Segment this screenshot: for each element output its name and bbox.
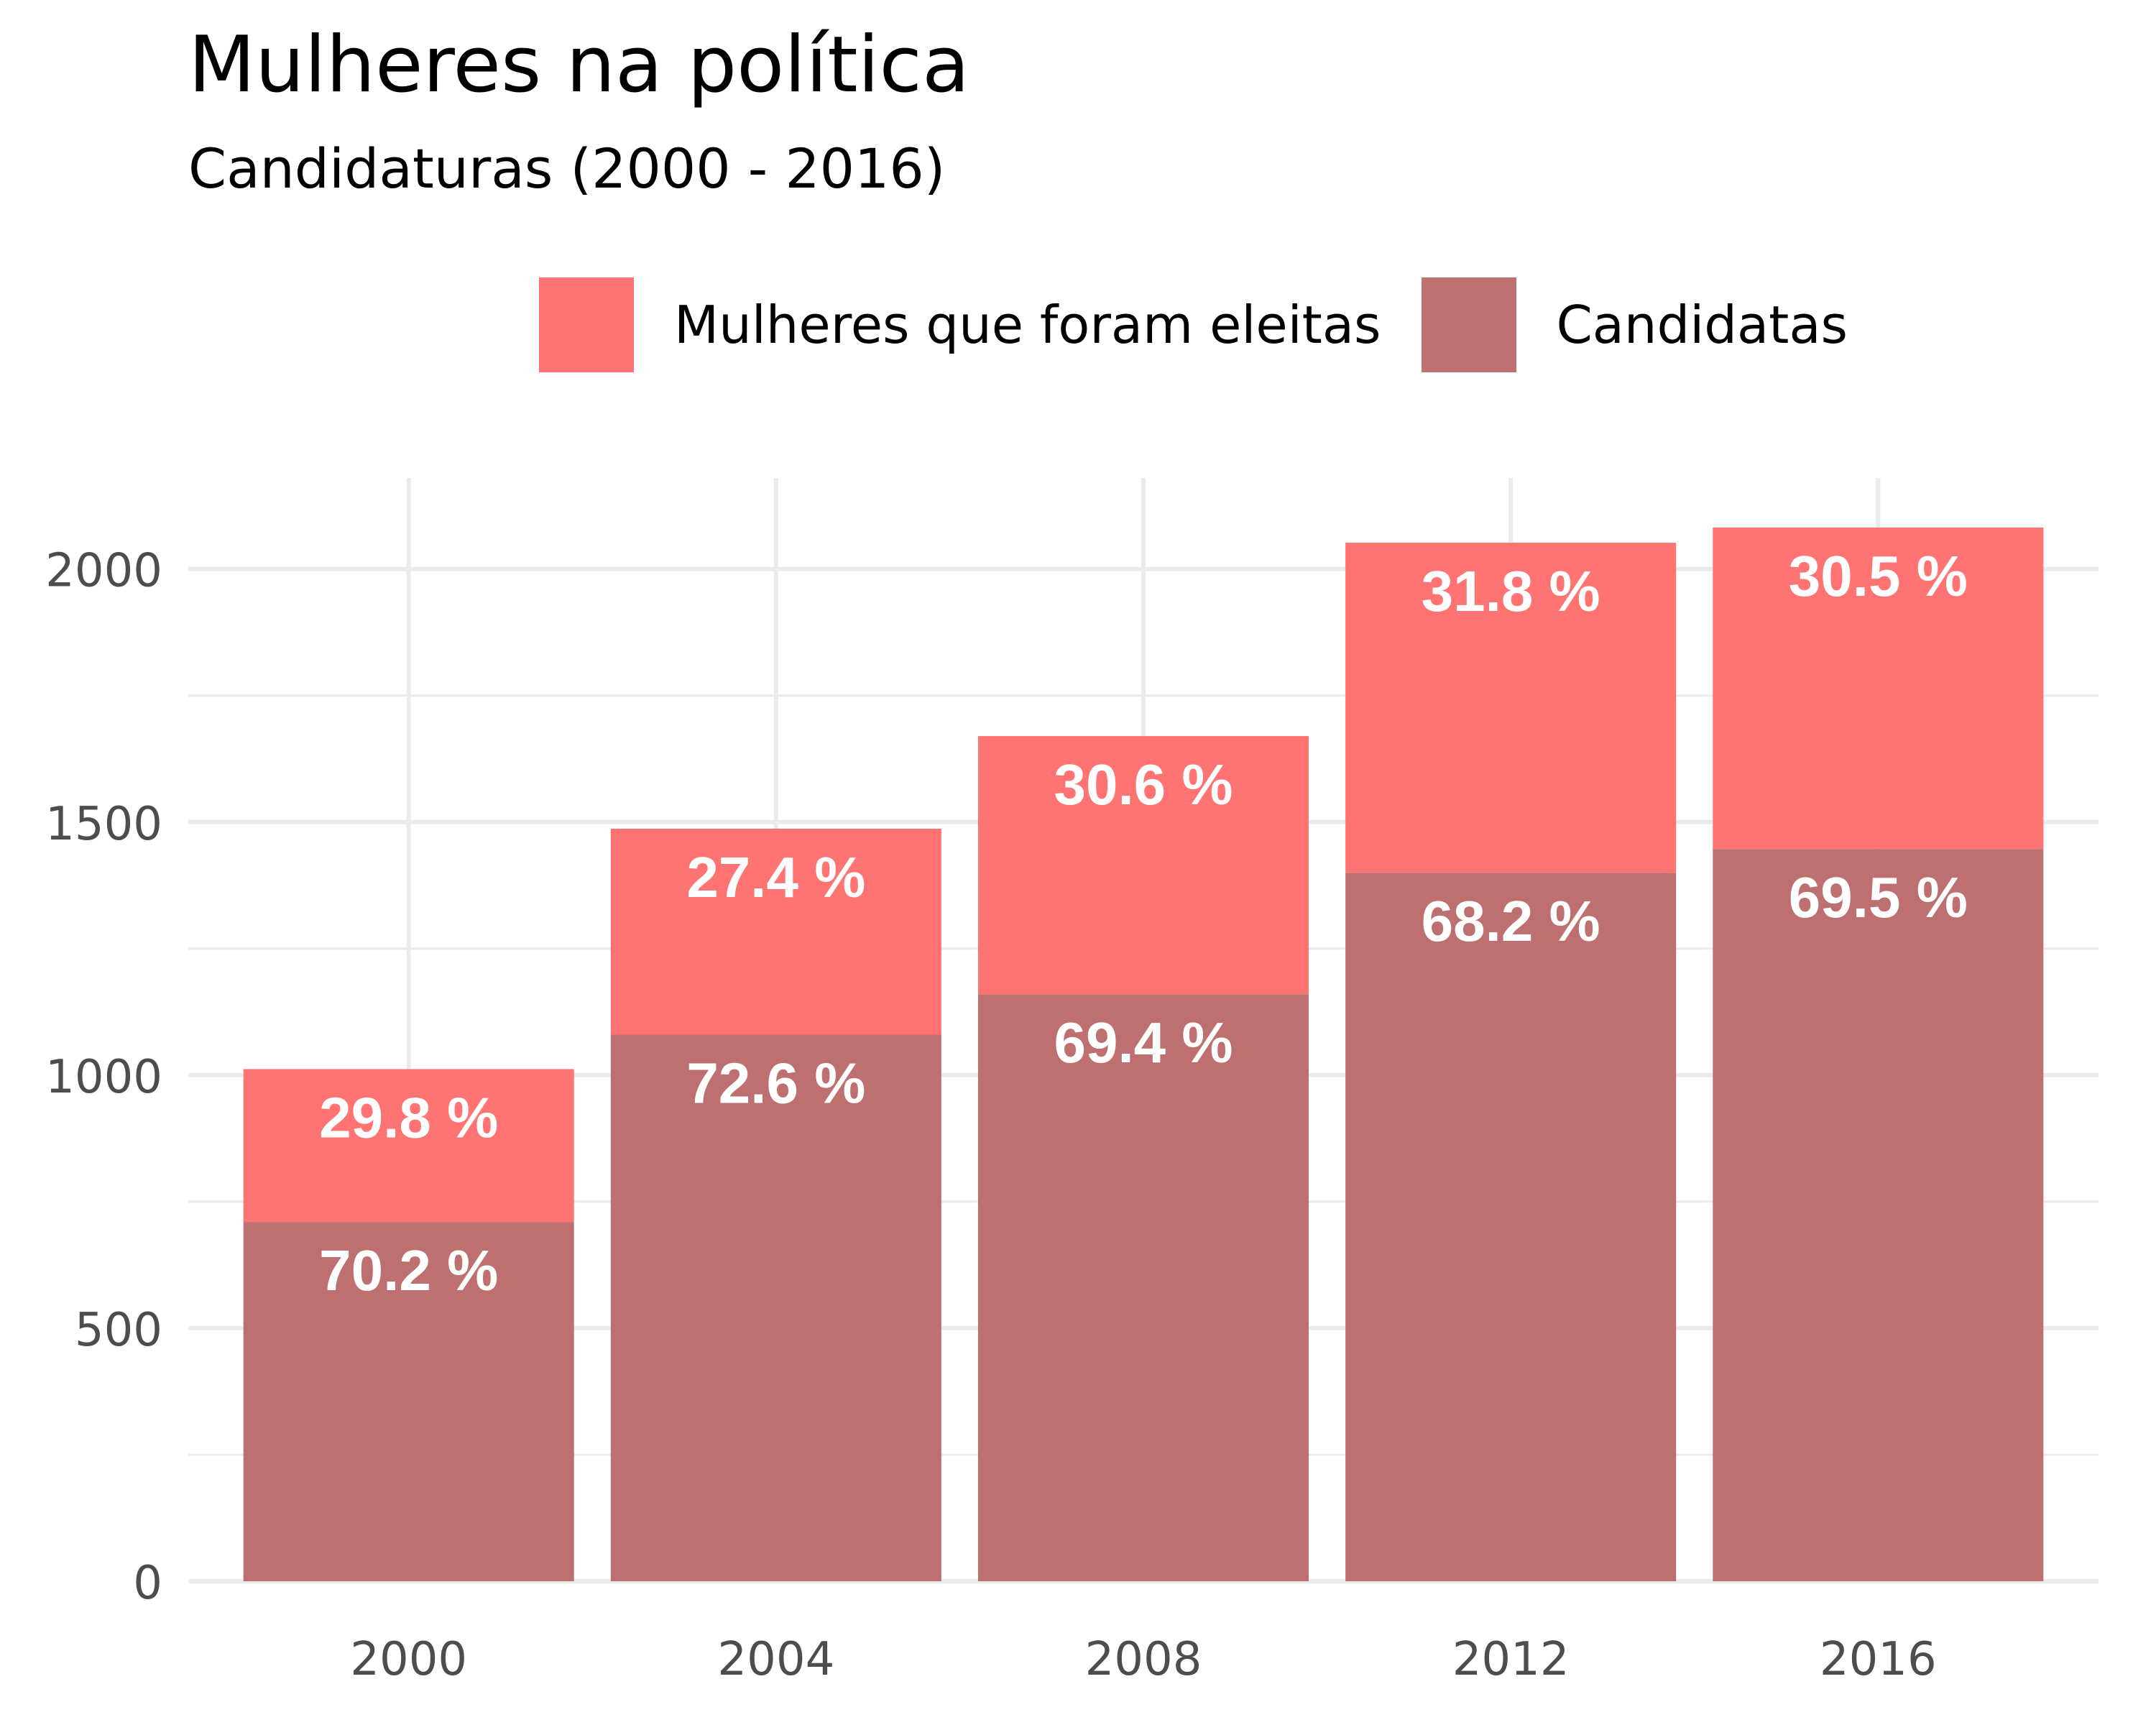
chart-subtitle: Candidaturas (2000 - 2016) [188,137,946,201]
bar-eleitas [610,828,941,1035]
data-label-candidatas: 70.2 % [319,1238,498,1302]
bar-candidatas [1345,873,1677,1581]
data-label-eleitas: 27.4 % [686,845,865,909]
bar-candidatas [610,1034,941,1581]
data-label-candidatas: 69.4 % [1054,1011,1233,1075]
legend-item-eleitas: Mulheres que foram eleitas [539,277,1381,372]
bar-candidatas [243,1222,574,1581]
bar-candidatas [977,994,1309,1581]
data-label-eleitas: 30.5 % [1789,544,1968,608]
y-tick-label: 1000 [45,1051,162,1104]
x-tick-label: 2000 [350,1633,467,1686]
bar-candidatas [1713,849,2044,1581]
legend-swatch-eleitas [539,277,634,372]
y-tick-label: 0 [133,1557,162,1610]
data-label-candidatas: 72.6 % [686,1052,865,1116]
y-tick-label: 2000 [45,545,162,598]
legend-swatch-candidatas [1421,277,1516,372]
chart-title: Mulheres na política [188,20,970,110]
x-tick-label: 2008 [1085,1633,1202,1686]
data-label-candidatas: 69.5 % [1789,865,1968,929]
data-label-eleitas: 30.6 % [1054,753,1233,816]
data-label-eleitas: 29.8 % [319,1085,498,1149]
bar-eleitas [1345,543,1677,873]
bar-eleitas [243,1069,574,1223]
legend: Mulheres que foram eleitas Candidatas [539,277,1888,372]
x-tick-label: 2004 [717,1633,834,1686]
data-label-eleitas: 31.8 % [1422,559,1600,623]
legend-label-eleitas: Mulheres que foram eleitas [674,295,1381,355]
legend-label-candidatas: Candidatas [1556,295,1848,355]
x-tick-label: 2012 [1452,1633,1570,1686]
y-tick-label: 500 [75,1304,162,1357]
bar-eleitas [1713,528,2044,850]
x-tick-label: 2016 [1820,1633,1937,1686]
bar-eleitas [977,736,1309,995]
data-label-candidatas: 68.2 % [1422,889,1600,953]
y-tick-label: 1500 [45,798,162,851]
legend-item-candidatas: Candidatas [1421,277,1848,372]
